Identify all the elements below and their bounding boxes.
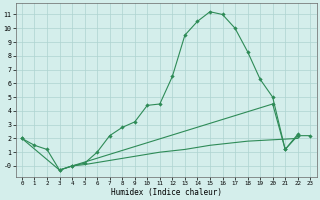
- X-axis label: Humidex (Indice chaleur): Humidex (Indice chaleur): [111, 188, 221, 197]
